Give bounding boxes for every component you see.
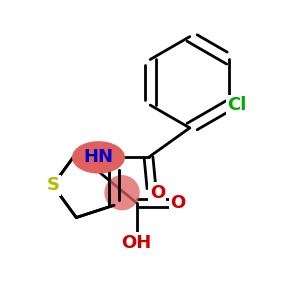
Text: S: S [46, 176, 59, 194]
Text: O: O [170, 194, 186, 212]
Text: Cl: Cl [227, 96, 246, 114]
Text: OH: OH [122, 234, 152, 252]
Text: O: O [150, 184, 165, 202]
Text: S: S [46, 176, 59, 194]
Text: HN: HN [83, 148, 113, 166]
Ellipse shape [104, 175, 140, 210]
Ellipse shape [72, 141, 125, 174]
